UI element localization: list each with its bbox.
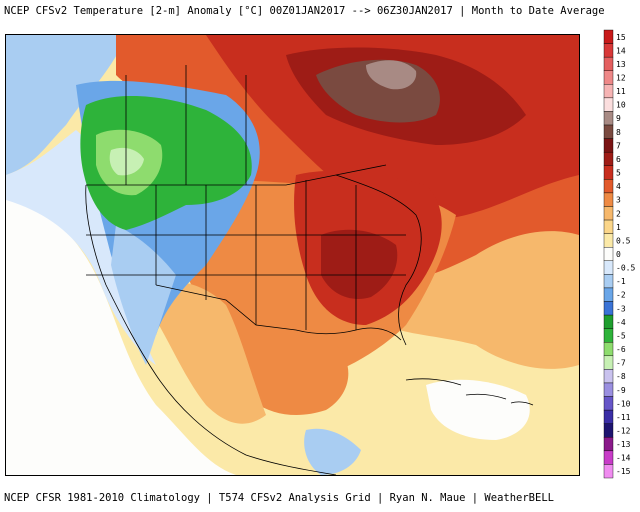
legend-swatch — [603, 437, 614, 452]
legend-swatch — [603, 450, 614, 465]
map-title: NCEP CFSv2 Temperature [2-m] Anomaly [°C… — [4, 5, 605, 17]
legend-swatch — [603, 43, 614, 58]
legend-swatch — [603, 84, 614, 99]
anomaly-map — [5, 34, 580, 476]
legend-label: 8 — [616, 128, 621, 137]
legend-swatch — [603, 247, 614, 261]
legend-label: -2 — [616, 291, 626, 300]
legend-label: -5 — [616, 331, 626, 340]
legend-swatch — [603, 355, 614, 370]
legend-swatch — [603, 369, 614, 384]
legend-label: -11 — [616, 413, 631, 422]
hudson-bay-grey-core — [366, 60, 417, 90]
legend-swatch — [603, 138, 614, 153]
legend-label: 6 — [616, 155, 621, 164]
legend-swatch — [603, 287, 614, 302]
legend-label: 13 — [616, 60, 626, 69]
legend-swatch — [603, 206, 614, 221]
legend-label: -15 — [616, 467, 631, 476]
anomaly-map-canvas — [6, 35, 579, 475]
legend-swatch — [603, 301, 614, 316]
legend-label: 9 — [616, 114, 621, 123]
legend-label: -4 — [616, 318, 626, 327]
southeast-dark-red-area — [321, 229, 398, 299]
legend-swatch — [603, 464, 614, 479]
legend-swatch — [603, 111, 614, 126]
political-borders — [85, 65, 422, 475]
legend-label: -6 — [616, 345, 626, 354]
legend-label: -14 — [616, 454, 631, 463]
legend-swatch — [603, 219, 614, 234]
legend-swatch — [603, 260, 614, 275]
northern-rockies-green-area — [80, 95, 252, 230]
legend-label: -8 — [616, 372, 626, 381]
legend-swatch — [603, 29, 614, 44]
legend-swatch — [603, 274, 614, 289]
legend-label: 12 — [616, 74, 626, 83]
legend-swatch — [603, 165, 614, 180]
legend-swatch — [603, 233, 614, 248]
legend-swatch — [603, 409, 614, 424]
legend-swatch — [603, 151, 614, 166]
color-scale-legend: 15 14 13 12 11 10 9 8 7 6 5 4 3 2 1 0.5 0 -0.5 -1 -2 -3 -4 -5 -… — [603, 28, 638, 482]
legend-swatch — [603, 396, 614, 411]
pacific-cool-area — [6, 35, 126, 175]
legend-swatch — [603, 70, 614, 85]
legend-label: -7 — [616, 359, 626, 368]
legend-label: -0.5 — [616, 264, 635, 273]
map-credits: NCEP CFSR 1981-2010 Climatology | T574 C… — [4, 492, 554, 504]
legend-label: 1 — [616, 223, 621, 232]
legend-label: 4 — [616, 182, 621, 191]
legend-label: 7 — [616, 141, 621, 150]
legend-label: 3 — [616, 196, 621, 205]
western-us-light-blue-area — [111, 225, 176, 365]
legend-label: -13 — [616, 440, 631, 449]
legend-label: 14 — [616, 46, 626, 55]
caribbean-islands — [405, 378, 534, 406]
legend-label: 0 — [616, 250, 621, 259]
legend-label: 2 — [616, 209, 621, 218]
pacific-cool-band — [6, 130, 156, 365]
central-america-cool-area — [304, 428, 361, 475]
legend-swatch — [603, 328, 614, 343]
legend-swatch — [603, 124, 614, 139]
legend-swatch — [603, 314, 614, 329]
legend-swatch — [603, 97, 614, 112]
legend-label: 10 — [616, 101, 626, 110]
legend-swatch — [603, 382, 614, 397]
legend-label: 0.5 — [616, 236, 631, 245]
color-scale-canvas: 15 14 13 12 11 10 9 8 7 6 5 4 3 2 1 0.5 0 -0.5 -1 -2 -3 -4 -5 -… — [603, 29, 635, 479]
northern-rockies-pale-core — [109, 147, 144, 176]
legend-swatch — [603, 192, 614, 207]
legend-swatch — [603, 179, 614, 194]
legend-label: -3 — [616, 304, 626, 313]
legend-label: -10 — [616, 399, 631, 408]
legend-swatch — [603, 342, 614, 357]
legend-label: -9 — [616, 386, 626, 395]
legend-label: 15 — [616, 33, 626, 42]
legend-label: -12 — [616, 426, 631, 435]
gulf-warm-area — [231, 329, 349, 415]
caribbean-cool-area — [426, 379, 530, 440]
legend-label: -1 — [616, 277, 626, 286]
legend-swatch — [603, 56, 614, 71]
legend-label: 5 — [616, 169, 621, 178]
pacific-neutral-area — [6, 195, 236, 475]
mexico-warm-area — [146, 281, 266, 424]
legend-swatch — [603, 423, 614, 438]
legend-label: 11 — [616, 87, 626, 96]
